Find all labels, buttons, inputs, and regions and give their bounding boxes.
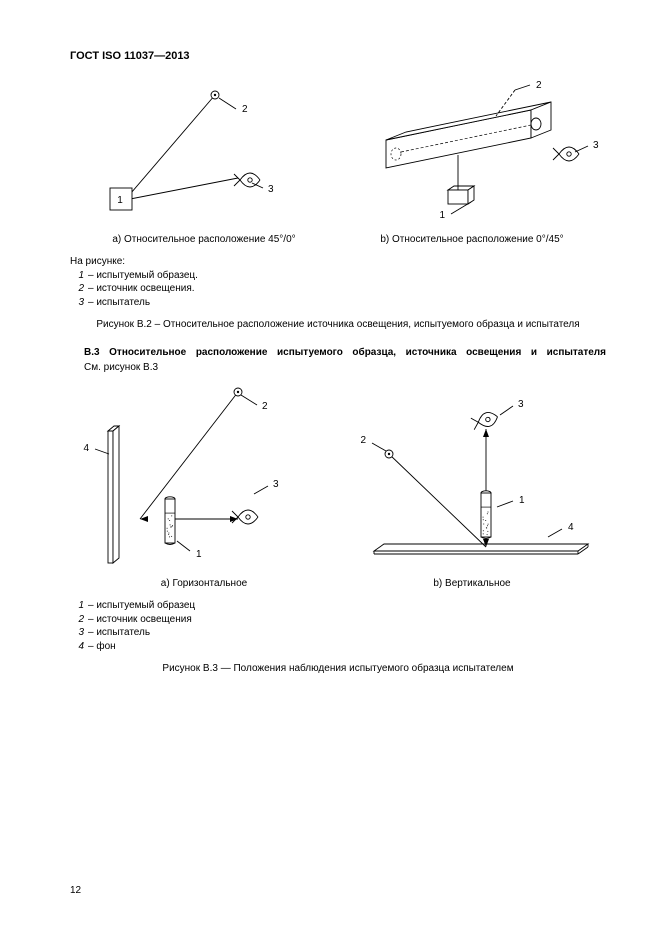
figure-b2-a-caption: а) Относительное расположение 45°/0° bbox=[70, 234, 338, 245]
svg-text:3: 3 bbox=[268, 184, 274, 195]
svg-text:1: 1 bbox=[196, 549, 202, 560]
figure-b3-caption: Рисунок В.3 — Положения наблюдения испыт… bbox=[70, 663, 606, 674]
legend-item: 4 – фон bbox=[70, 640, 606, 654]
section-b3-num: В.3 bbox=[84, 347, 100, 358]
svg-text:1: 1 bbox=[519, 495, 525, 506]
svg-text:2: 2 bbox=[536, 80, 542, 91]
legend-item: 2 – источник освещения. bbox=[70, 282, 606, 296]
svg-text:4: 4 bbox=[568, 522, 574, 533]
legend-item: 1 – испытуемый образец bbox=[70, 599, 606, 613]
legend-item: 2 – источник освещения bbox=[70, 613, 606, 627]
figure-b3-b: 1 2 3 4 bbox=[356, 379, 606, 574]
figure-b3-legend: 1 – испытуемый образец2 – источник освещ… bbox=[70, 599, 606, 653]
figure-b2-b: 1 2 3 bbox=[356, 80, 606, 230]
svg-text:3: 3 bbox=[518, 399, 524, 410]
figure-b2-b-caption: b) Относительное расположение 0°/45° bbox=[338, 234, 606, 245]
page-number: 12 bbox=[70, 885, 81, 896]
svg-text:2: 2 bbox=[242, 104, 248, 115]
legend-item: 3 – испытатель bbox=[70, 626, 606, 640]
figure-b3-a-svg: 1 2 3 4 bbox=[70, 379, 300, 574]
section-b3-body: См. рисунок В.3 bbox=[84, 362, 606, 373]
figure-b2-a: 1 2 3 bbox=[70, 80, 280, 230]
figure-b3-b-caption: b) Вертикальное bbox=[338, 578, 606, 589]
figure-b2-b-svg: 1 2 3 bbox=[356, 80, 606, 230]
legend-item: 1 – испытуемый образец. bbox=[70, 269, 606, 283]
legend-item: 3 – испытатель bbox=[70, 296, 606, 310]
figure-b3-subcaptions: а) Горизонтальное b) Вертикальное bbox=[70, 578, 606, 589]
figure-b3-a: 1 2 3 4 bbox=[70, 379, 300, 574]
svg-text:3: 3 bbox=[273, 479, 279, 490]
figure-b3-row: 1 2 3 4 1 2 3 4 bbox=[70, 379, 606, 574]
page: ГОСТ ISO 11037—2013 123 123 а) Относител… bbox=[0, 0, 661, 936]
figure-b2-caption: Рисунок В.2 – Относительное расположение… bbox=[70, 319, 606, 330]
figure-b3-b-svg: 1 2 3 4 bbox=[356, 379, 606, 574]
svg-text:1: 1 bbox=[117, 195, 123, 206]
doc-header: ГОСТ ISO 11037—2013 bbox=[70, 50, 606, 62]
figure-b2-row: 1 2 3 1 2 3 bbox=[70, 80, 606, 230]
section-b3-title: В.3 Относительное расположение испытуемо… bbox=[70, 346, 606, 360]
svg-text:1: 1 bbox=[439, 210, 445, 221]
figure-b2-subcaptions: а) Относительное расположение 45°/0° b) … bbox=[70, 234, 606, 245]
figure-b2-a-svg: 1 2 3 bbox=[70, 80, 280, 230]
svg-text:2: 2 bbox=[360, 435, 366, 446]
svg-text:3: 3 bbox=[593, 140, 599, 151]
figure-b3-a-caption: а) Горизонтальное bbox=[70, 578, 338, 589]
svg-text:2: 2 bbox=[262, 401, 268, 412]
legend-title: На рисунке: bbox=[70, 255, 606, 269]
section-b3-title-text: Относительное расположение испытуемого о… bbox=[109, 347, 606, 358]
svg-text:4: 4 bbox=[83, 443, 89, 454]
figure-b2-legend: На рисунке: 1 – испытуемый образец.2 – и… bbox=[70, 255, 606, 309]
